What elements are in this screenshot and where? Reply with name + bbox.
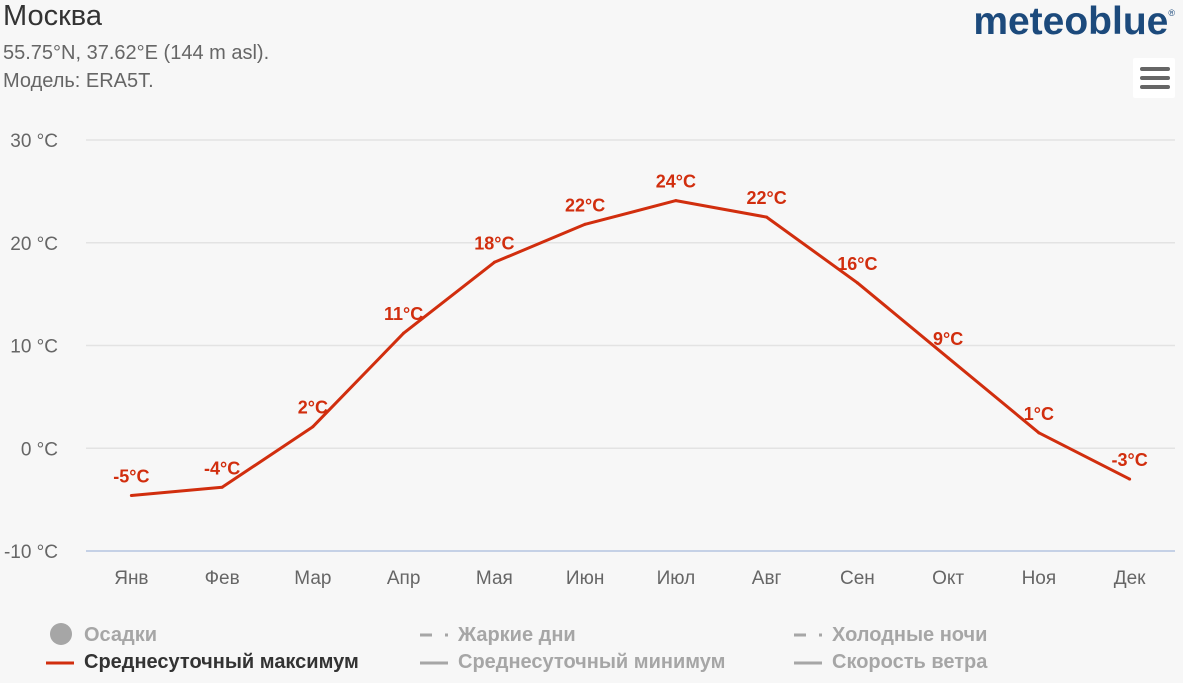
data-label: -4°C — [204, 458, 240, 478]
location-title: Москва — [3, 0, 103, 32]
data-label: 1°C — [1024, 404, 1054, 424]
data-point — [674, 199, 678, 203]
data-label: 11°C — [384, 304, 423, 324]
data-point — [129, 494, 133, 498]
data-label: -3°C — [1112, 450, 1148, 470]
x-tick-label: Сен — [840, 568, 875, 589]
x-tick-label: Мая — [476, 568, 513, 589]
line-icon — [420, 661, 448, 665]
y-tick-label: 20 °C — [10, 234, 58, 255]
line-icon — [794, 661, 822, 665]
data-point — [583, 222, 587, 226]
legend-label: Холодные ночи — [832, 624, 988, 646]
dash-dot-icon — [420, 633, 448, 637]
series-line-mean-max — [131, 199, 1131, 497]
x-tick-label: Авг — [752, 568, 782, 589]
x-tick-label: Дек — [1114, 568, 1146, 589]
circle-icon — [50, 623, 72, 645]
hamburger-menu-icon[interactable] — [1133, 58, 1175, 98]
legend-label: Осадки — [84, 624, 158, 646]
legend-label: Жаркие дни — [458, 624, 576, 646]
data-label: 24°C — [656, 172, 696, 192]
data-label: 18°C — [474, 233, 514, 253]
dash-dot-icon — [794, 633, 822, 637]
y-tick-label: 0 °C — [21, 439, 58, 460]
data-point — [855, 281, 859, 285]
legend-label: Среднесуточный минимум — [458, 651, 726, 673]
data-point — [1128, 477, 1132, 481]
x-tick-label: Ноя — [1022, 568, 1057, 589]
line-icon — [46, 661, 74, 665]
meteoblue-logo[interactable]: meteoblue® — [973, 0, 1175, 44]
x-tick-label: Янв — [114, 568, 148, 589]
y-tick-label: 10 °C — [10, 337, 58, 358]
data-label: -5°C — [113, 467, 149, 487]
x-tick-label: Апр — [387, 568, 421, 589]
x-tick-label: Июл — [657, 568, 696, 589]
data-point — [492, 260, 496, 264]
y-tick-label: 30 °C — [10, 131, 58, 152]
data-point — [765, 215, 769, 219]
registered-mark: ® — [1168, 8, 1175, 18]
logo-text: meteoblue — [973, 0, 1169, 43]
x-tick-label: Июн — [566, 568, 604, 589]
data-point — [311, 425, 315, 429]
data-point — [946, 356, 950, 360]
data-label: 22°C — [747, 188, 787, 208]
y-tick-label: -10 °C — [4, 542, 58, 563]
data-label: 9°C — [933, 329, 963, 349]
x-tick-label: Окт — [932, 568, 964, 589]
data-point — [1037, 431, 1041, 435]
x-tick-label: Мар — [294, 568, 331, 589]
legend-label: Среднесуточный максимум — [84, 651, 359, 673]
data-label: 2°C — [298, 398, 328, 418]
data-point — [402, 331, 406, 335]
data-label: 16°C — [837, 254, 877, 274]
data-label: 22°C — [565, 195, 605, 215]
data-point — [220, 485, 224, 489]
model-text: Модель: ERA5T. — [3, 70, 154, 92]
coordinates-text: 55.75°N, 37.62°E (144 m asl). — [3, 42, 270, 64]
x-tick-label: Фев — [205, 568, 240, 589]
legend-label: Скорость ветра — [832, 651, 988, 673]
